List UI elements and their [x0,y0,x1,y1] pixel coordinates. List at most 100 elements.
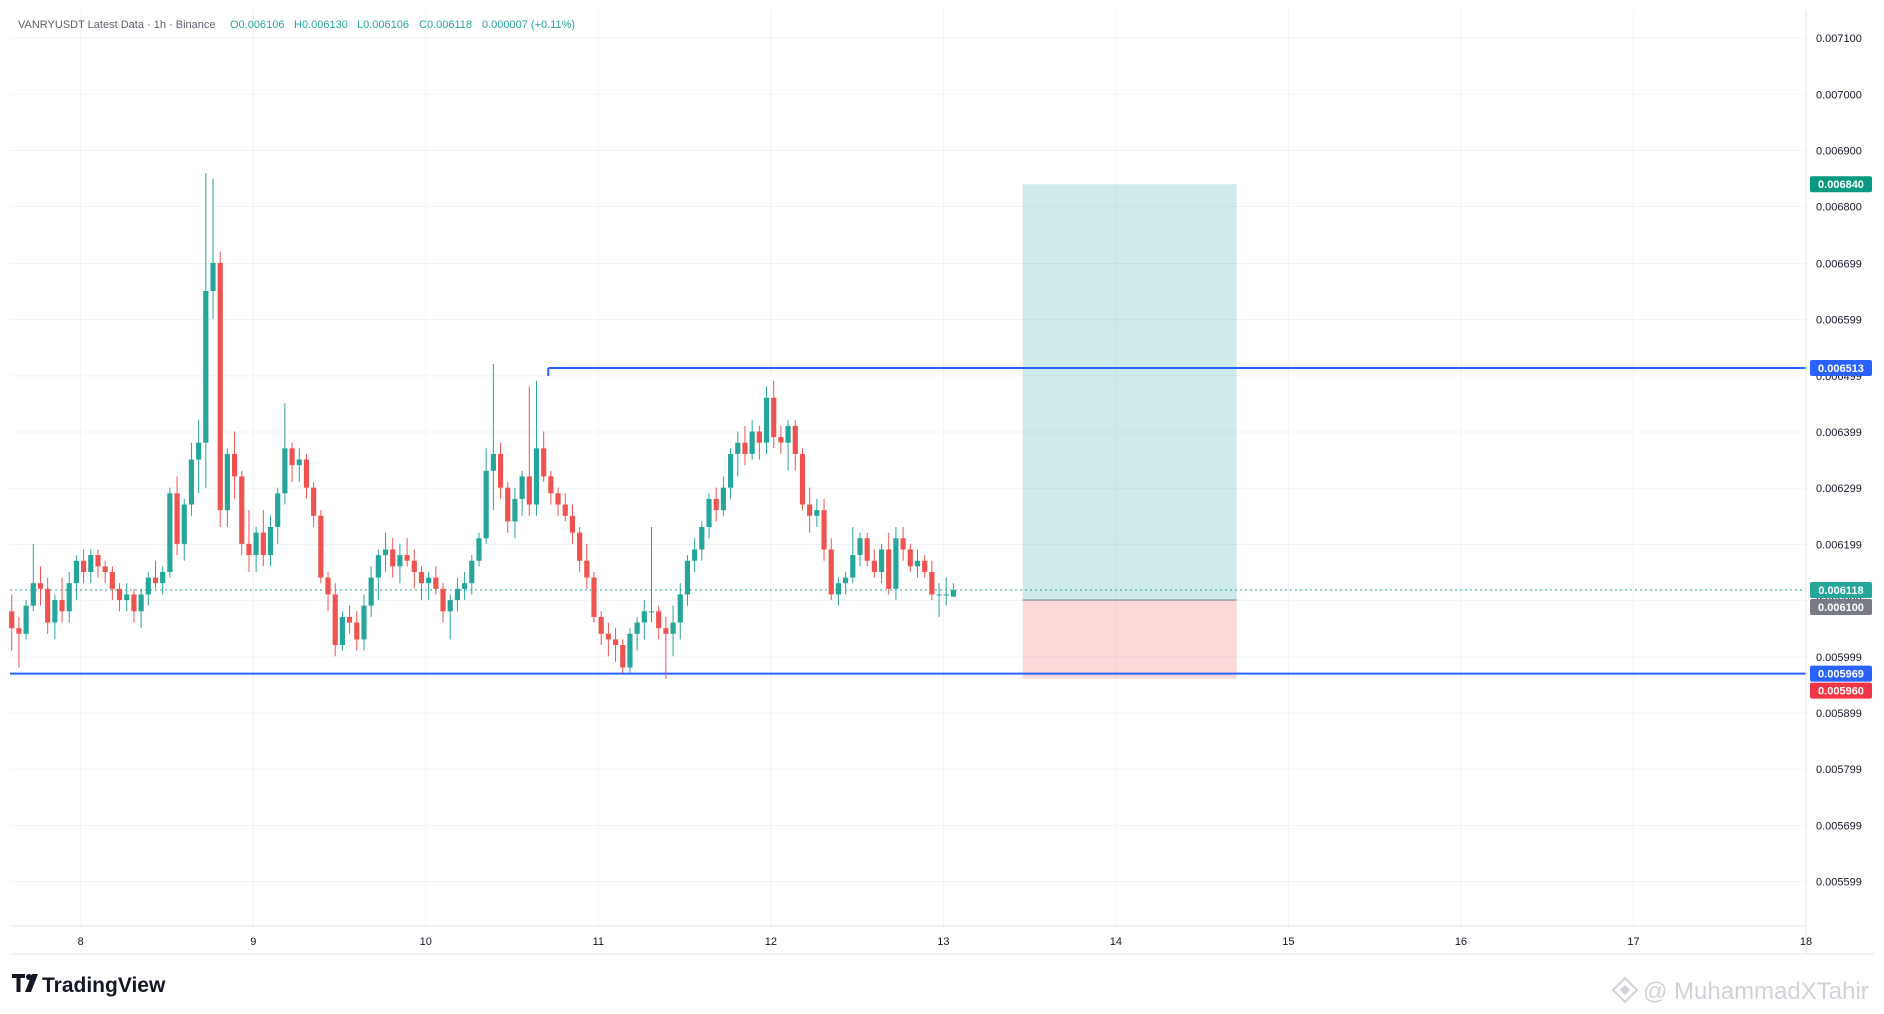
candle-body [246,543,252,556]
candle-body [397,555,403,567]
candle-body [577,532,583,561]
candle-body [886,549,892,589]
price-tick-label: 0.006199 [1816,539,1862,551]
price-tick-label: 0.006399 [1816,427,1862,439]
candle-body [720,487,726,511]
candle-body [821,510,827,550]
candle-body [181,504,187,544]
time-axis[interactable]: 8 9 10 11 12 13 14 15 16 17 18 [78,936,1812,948]
candle-body [548,476,554,494]
candle-body [124,594,130,601]
candle-body [404,555,410,561]
stop-loss-zone[interactable] [1022,600,1237,679]
candle-body [239,476,245,544]
candle-body [914,560,921,567]
legend-symbol: VANRYUSDT Latest Data · 1h · Binance [18,19,215,31]
candle-body [282,448,288,494]
tradingview-logo-icon[interactable] [12,974,38,992]
candle-body [541,448,547,477]
time-tick-label: 16 [1455,936,1467,948]
time-tick-label: 13 [937,936,949,948]
candle-body [591,577,597,617]
candle-body [792,425,798,454]
price-badge-label: 0.006840 [1818,179,1864,191]
candle-body [519,476,525,499]
candle-body [670,622,676,634]
candle-body [864,538,870,561]
candle-body [81,560,87,572]
price-tick-label: 0.006599 [1816,315,1862,327]
candle-body [771,397,777,438]
candle-body [684,560,691,595]
time-tick-label: 8 [78,936,84,948]
candle-body [878,549,885,572]
candle-body [893,538,899,589]
time-tick-label: 18 [1800,936,1812,948]
candle-body [426,577,432,584]
candle-body [828,549,834,595]
candle-body [612,639,619,646]
time-tick-label: 17 [1627,936,1639,948]
candle-body [167,493,173,572]
candle-body [231,453,238,477]
candle-body [95,555,101,567]
candle-body [634,622,640,634]
tradingview-logo-text: TradingView [42,974,166,997]
profit-zone[interactable] [1022,184,1237,601]
candle-body [382,549,389,556]
price-tick-label: 0.005999 [1816,652,1862,664]
candle-body [311,487,317,516]
candle-body [30,583,36,606]
candle-body [735,442,741,454]
price-tick-label: 0.006299 [1816,483,1862,495]
candle-body [347,616,353,623]
candle-body [145,577,151,595]
candle-body [692,549,698,561]
horizontal-levels[interactable] [10,366,1806,675]
price-badge-stop [1810,682,1872,699]
candle-body [418,571,425,584]
candle-body [569,515,576,533]
candle-body [656,611,662,629]
price-tick-label: 0.007100 [1816,33,1862,45]
candle-body [390,549,396,567]
time-tick-label: 10 [420,936,432,948]
price-badge-entry [1810,598,1872,615]
candle-body [526,476,532,505]
price-badge-label: 0.006513 [1818,363,1864,375]
candle-body [605,633,611,640]
price-axis[interactable]: 0.007100 0.007000 0.006900 0.006800 0.006699… [1816,33,1862,889]
candle-body [37,583,44,589]
candle-body [763,397,770,443]
candle-body [699,527,705,550]
candle-body [59,600,65,612]
candle-body [814,510,820,516]
candle-body [116,588,123,601]
candle-body [663,628,669,634]
candle-body [490,453,496,471]
price-badge-label: 0.005969 [1818,669,1864,681]
candle-body [52,600,58,623]
candle-body [907,549,913,567]
candle-body [497,453,504,488]
candle-body [799,453,806,505]
candle-body [224,453,230,511]
candle-body [727,453,734,488]
candle-body [196,442,202,460]
price-tick-label: 0.005799 [1816,764,1862,776]
candle-body [483,470,489,539]
candle-body [16,628,22,634]
candle-body [476,538,482,561]
candle-body [677,594,683,623]
candle-body [411,560,417,572]
candle-body [713,498,719,511]
legend-high: H0.006130 [294,19,348,31]
time-tick-label: 15 [1282,936,1294,948]
grid [10,10,1807,926]
price-badge-level [1810,665,1872,682]
candle-body [203,290,209,443]
candle-body [641,611,647,623]
candle-body [943,594,949,596]
